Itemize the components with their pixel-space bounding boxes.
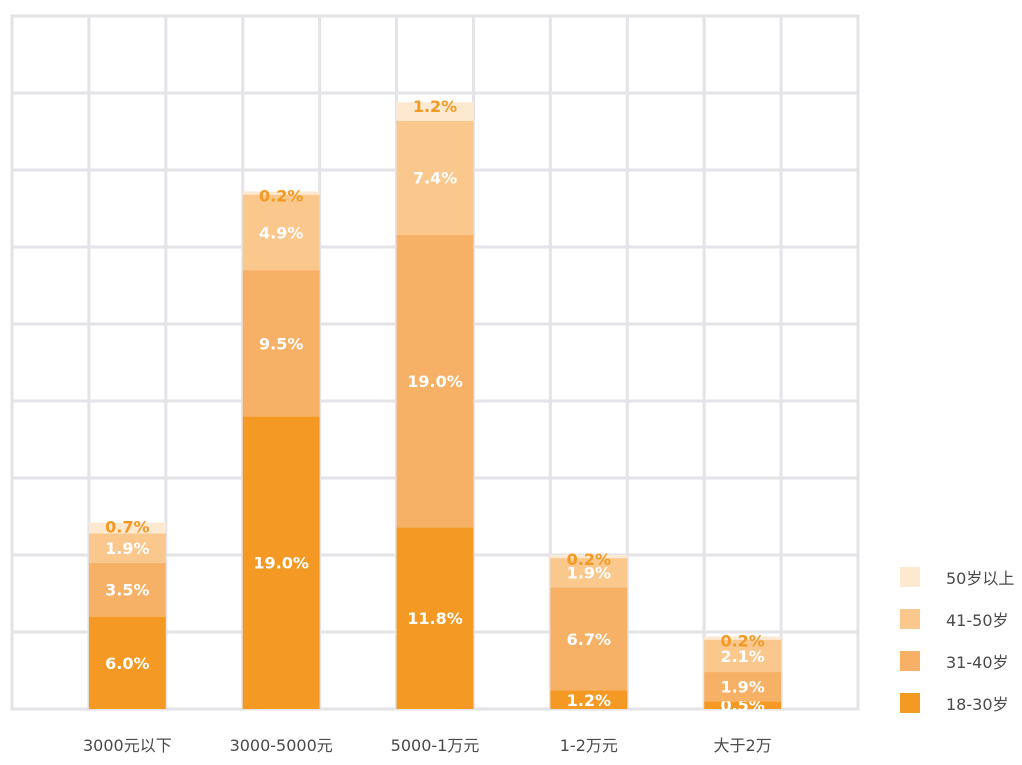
bars: 6.0% 3.5% 1.9% 0.7% 19.0% 9.5% 4.9% 0.2% 11.8% 19…: [88, 97, 782, 715]
bar-segment: [550, 558, 628, 588]
data-label: 4.9%: [259, 223, 303, 242]
bar-segment: [242, 191, 320, 195]
bar-segment: [88, 522, 166, 534]
data-label: 7.4%: [413, 169, 457, 188]
legend-swatch: [900, 609, 920, 629]
data-label: 11.8%: [407, 609, 463, 628]
bar-segment: [550, 555, 628, 559]
legend-label: 50岁以上: [946, 569, 1015, 588]
data-label: 0.2%: [720, 632, 764, 651]
bar-segment: [396, 234, 474, 528]
x-tick-labels: 3000元以下 3000-5000元 5000-1万元 1-2万元 大于2万: [83, 736, 772, 755]
data-label: 6.7%: [567, 630, 611, 649]
bar-segment: [704, 639, 782, 673]
bar-segment: [242, 270, 320, 417]
data-label: 0.2%: [259, 187, 303, 206]
bar-segment: [550, 690, 628, 709]
data-label: 6.0%: [105, 654, 149, 673]
legend-swatch: [900, 651, 920, 671]
legend-item: 50岁以上: [900, 566, 1014, 588]
x-tick-label: 大于2万: [714, 736, 772, 755]
legend-item: 18-30岁: [900, 692, 1009, 714]
bar-segment: [704, 672, 782, 702]
bar-segment: [396, 527, 474, 709]
x-tick-label: 3000-5000元: [230, 736, 333, 755]
bar-segment: [550, 587, 628, 691]
legend-label: 18-30岁: [946, 695, 1009, 714]
legend-label: 31-40岁: [946, 653, 1009, 672]
data-label: 1.9%: [720, 678, 764, 697]
data-label: 19.0%: [253, 554, 309, 573]
data-label: 1.9%: [567, 564, 611, 583]
bar-segment: [704, 701, 782, 709]
data-label: 9.5%: [259, 334, 303, 353]
data-label: 19.0%: [407, 372, 463, 391]
x-tick-label: 1-2万元: [560, 736, 618, 755]
bar-segment: [88, 616, 166, 709]
bar-segment: [704, 636, 782, 640]
data-label: 0.2%: [567, 550, 611, 569]
x-tick-label: 3000元以下: [83, 736, 172, 755]
data-label: 1.9%: [105, 539, 149, 558]
bar-segment: [242, 194, 320, 271]
legend-swatch: [900, 567, 920, 587]
data-label: 2.1%: [720, 647, 764, 666]
data-label: 1.2%: [413, 97, 457, 116]
legend-item: 41-50岁: [900, 608, 1009, 630]
bar-segment: [88, 562, 166, 617]
x-tick-label: 5000-1万元: [391, 736, 480, 755]
legend-item: 31-40岁: [900, 650, 1009, 672]
data-label: 0.7%: [105, 518, 149, 537]
data-label: 1.2%: [567, 691, 611, 710]
legend-swatch: [900, 693, 920, 713]
bar-segment: [242, 416, 320, 709]
bar-segment: [396, 102, 474, 121]
data-label: 3.5%: [105, 581, 149, 600]
bar-segment: [88, 533, 166, 563]
bar-segment: [396, 120, 474, 235]
legend-label: 41-50岁: [946, 611, 1009, 630]
